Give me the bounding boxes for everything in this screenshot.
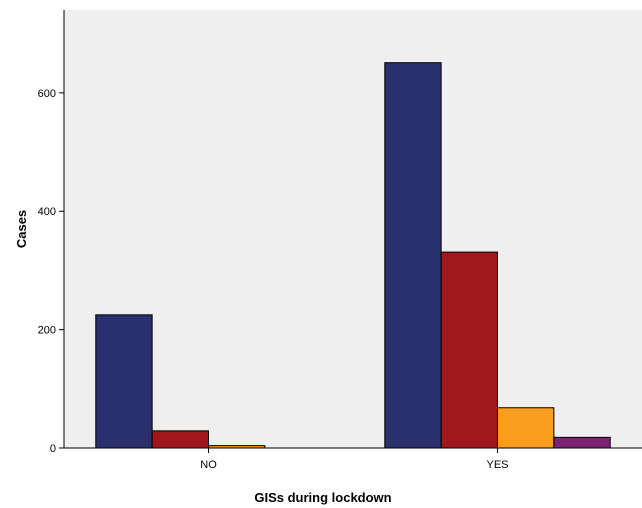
bar-no-series-1	[95, 314, 153, 449]
y-tick-label-1: 200	[38, 325, 56, 337]
bar-yes-series-4	[553, 436, 611, 449]
y-ticks-group: 0 200 400 600	[38, 88, 64, 455]
y-axis-title: Cases	[14, 210, 29, 248]
x-axis-title: GISs during lockdown	[254, 490, 391, 505]
bar-yes-series-3	[497, 407, 555, 449]
bar-yes-series-1	[384, 62, 442, 449]
bar-no-series-2	[151, 430, 210, 449]
y-tick-label-2: 400	[38, 206, 56, 218]
bar-yes-series-2	[440, 251, 498, 449]
bars-group	[95, 62, 611, 449]
plot-area	[64, 10, 642, 448]
y-tick-label-3: 600	[38, 88, 56, 100]
y-tick-label-0: 0	[50, 443, 56, 455]
x-tick-label-yes: YES	[486, 459, 508, 471]
x-ticks-group: NO YES	[200, 448, 509, 471]
x-tick-label-no: NO	[200, 459, 217, 471]
